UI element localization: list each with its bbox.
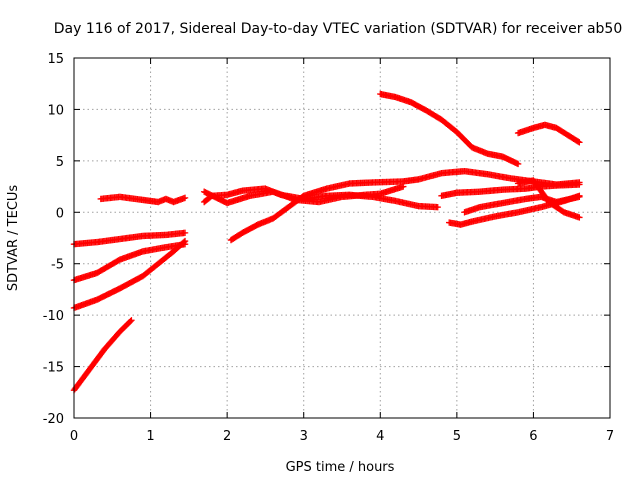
series-5 [97, 193, 189, 206]
series-9 [377, 90, 522, 168]
x-tick-label: 6 [529, 429, 537, 444]
data-point [181, 240, 189, 248]
series-7 [200, 183, 407, 207]
y-tick-labels: -20 -15 -10 -5 0 5 10 15 [43, 52, 64, 427]
y-tick-label: 15 [47, 52, 64, 67]
series-4 [70, 229, 189, 248]
series-10 [514, 121, 583, 146]
data-point [434, 203, 441, 211]
data-point [514, 160, 522, 168]
series-11 [438, 181, 583, 200]
x-tick-label: 4 [376, 429, 384, 444]
data-point [576, 214, 583, 221]
x-axis-label: GPS time / hours [286, 460, 395, 475]
data-point [181, 194, 189, 202]
y-axis-label: SDTVAR / TECUs [6, 185, 21, 292]
y-tick-label: 0 [56, 206, 64, 221]
x-tick-label: 5 [453, 429, 461, 444]
x-tick-label: 0 [70, 429, 78, 444]
x-tick-label: 3 [300, 429, 308, 444]
y-tick-label: -15 [43, 361, 64, 376]
data-point [127, 318, 134, 325]
series-14 [514, 177, 583, 221]
x-tick-label: 2 [223, 429, 231, 444]
grid-lines [74, 58, 610, 418]
y-tick-label: -5 [51, 258, 64, 273]
x-tick-label: 1 [146, 429, 154, 444]
data-point [576, 181, 583, 188]
data-marks [70, 90, 583, 394]
data-point [576, 139, 583, 146]
y-tick-label: 5 [56, 155, 64, 170]
plot-frame [73, 57, 611, 419]
series-1 [70, 317, 135, 394]
x-tick-labels: 0 1 2 3 4 5 6 7 [70, 429, 614, 444]
data-point [128, 317, 135, 324]
data-point [575, 138, 582, 145]
data-point [576, 193, 583, 201]
y-tick-label: 10 [47, 103, 64, 118]
series-2 [70, 237, 189, 312]
y-tick-label: -10 [43, 309, 64, 324]
y-tick-label: -20 [43, 412, 64, 427]
data-point [181, 229, 189, 237]
chart-title: Day 116 of 2017, Sidereal Day-to-day VTE… [54, 21, 623, 37]
axis-ticks [73, 57, 611, 419]
x-tick-label: 7 [606, 429, 614, 444]
series-3 [70, 240, 189, 284]
